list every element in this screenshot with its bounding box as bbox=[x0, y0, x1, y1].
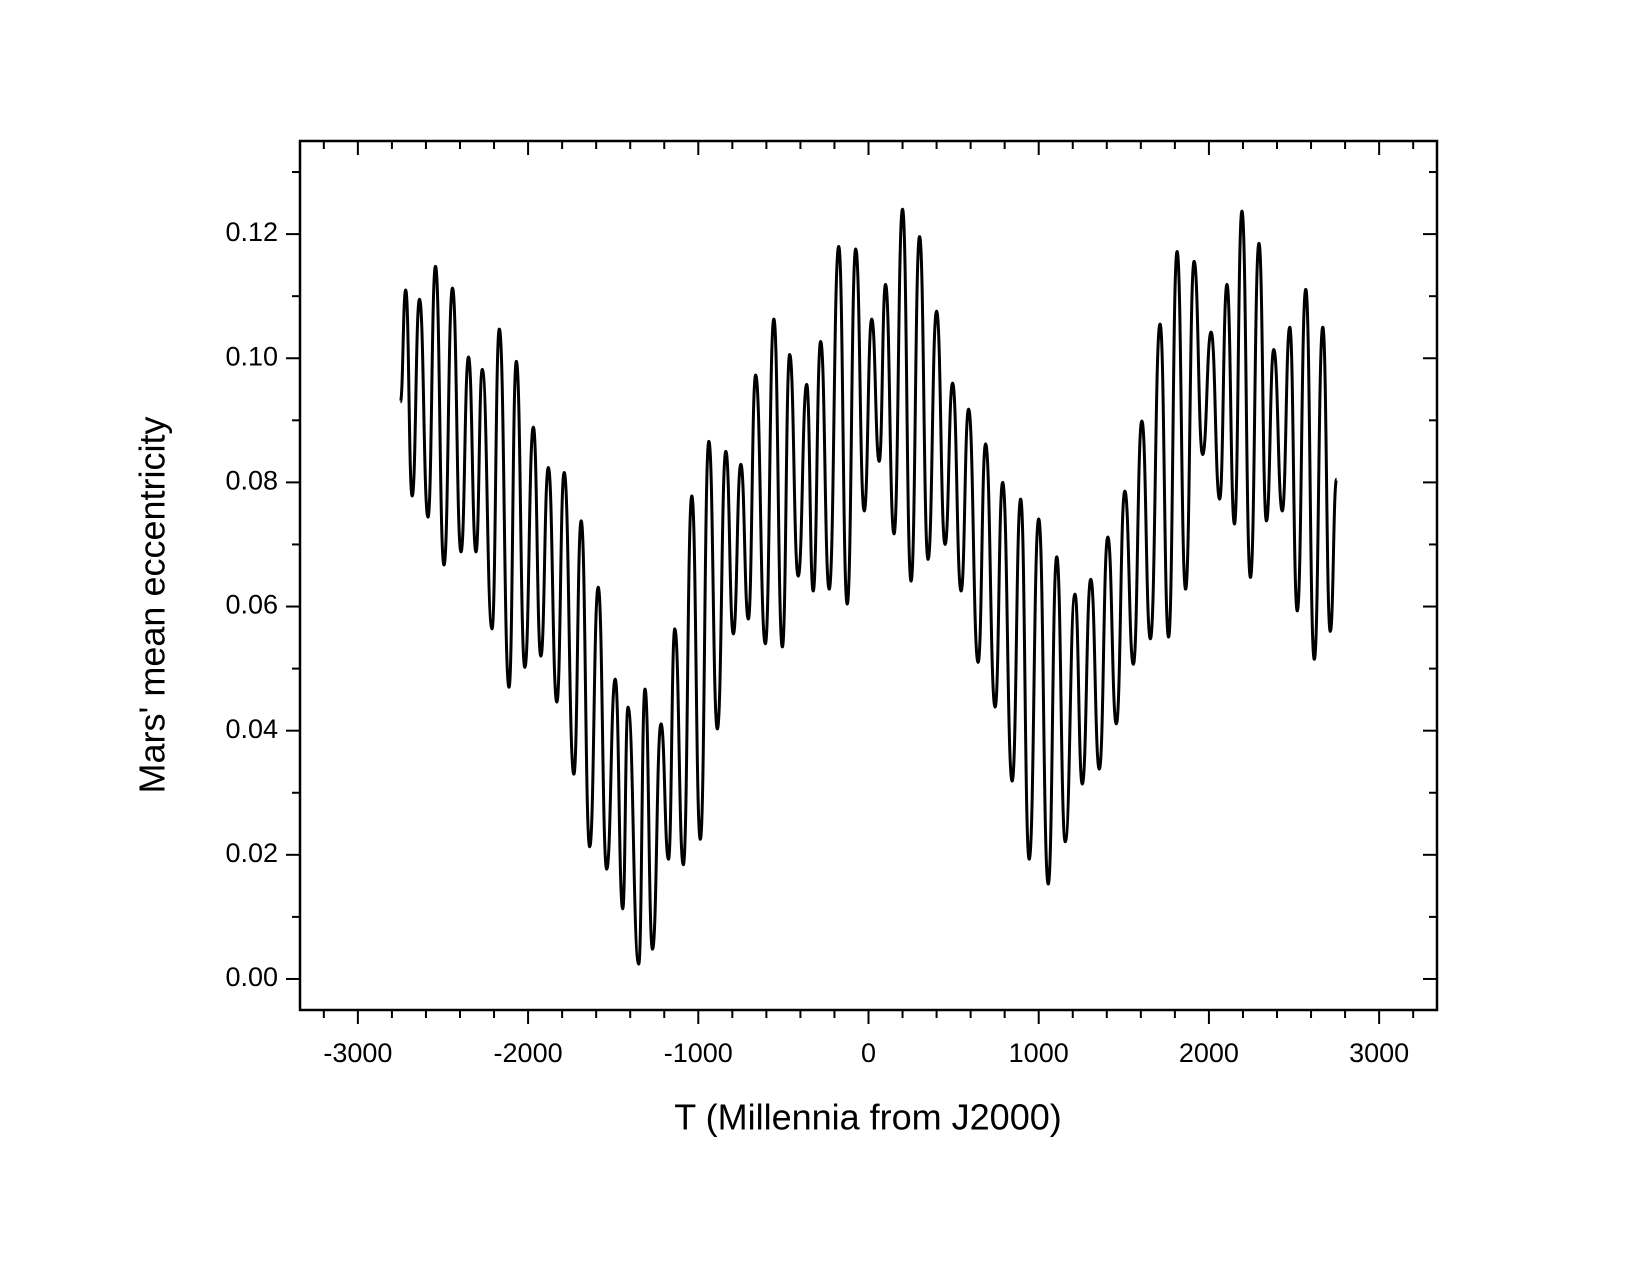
x-tick-label: -2000 bbox=[494, 1038, 563, 1068]
data-line bbox=[398, 207, 1339, 966]
x-tick-label: -1000 bbox=[664, 1038, 733, 1068]
y-tick-label: 0.02 bbox=[225, 838, 278, 868]
y-axis-label: Mars' mean eccentricity bbox=[132, 417, 173, 794]
y-tick-label: 0.00 bbox=[225, 962, 278, 992]
y-tick-label: 0.06 bbox=[225, 590, 278, 620]
x-axis-label: T (Millennia from J2000) bbox=[674, 1097, 1061, 1138]
x-tick-label: 0 bbox=[861, 1038, 876, 1068]
x-tick-label: 2000 bbox=[1179, 1038, 1239, 1068]
x-tick-label: 3000 bbox=[1349, 1038, 1409, 1068]
y-tick-label: 0.10 bbox=[225, 341, 278, 371]
y-tick-label: 0.12 bbox=[225, 217, 278, 247]
plot-frame bbox=[298, 139, 1439, 1012]
x-tick-label: -3000 bbox=[323, 1038, 392, 1068]
y-tick-label: 0.04 bbox=[225, 714, 278, 744]
y-tick-label: 0.08 bbox=[225, 466, 278, 496]
x-tick-label: 1000 bbox=[1009, 1038, 1069, 1068]
